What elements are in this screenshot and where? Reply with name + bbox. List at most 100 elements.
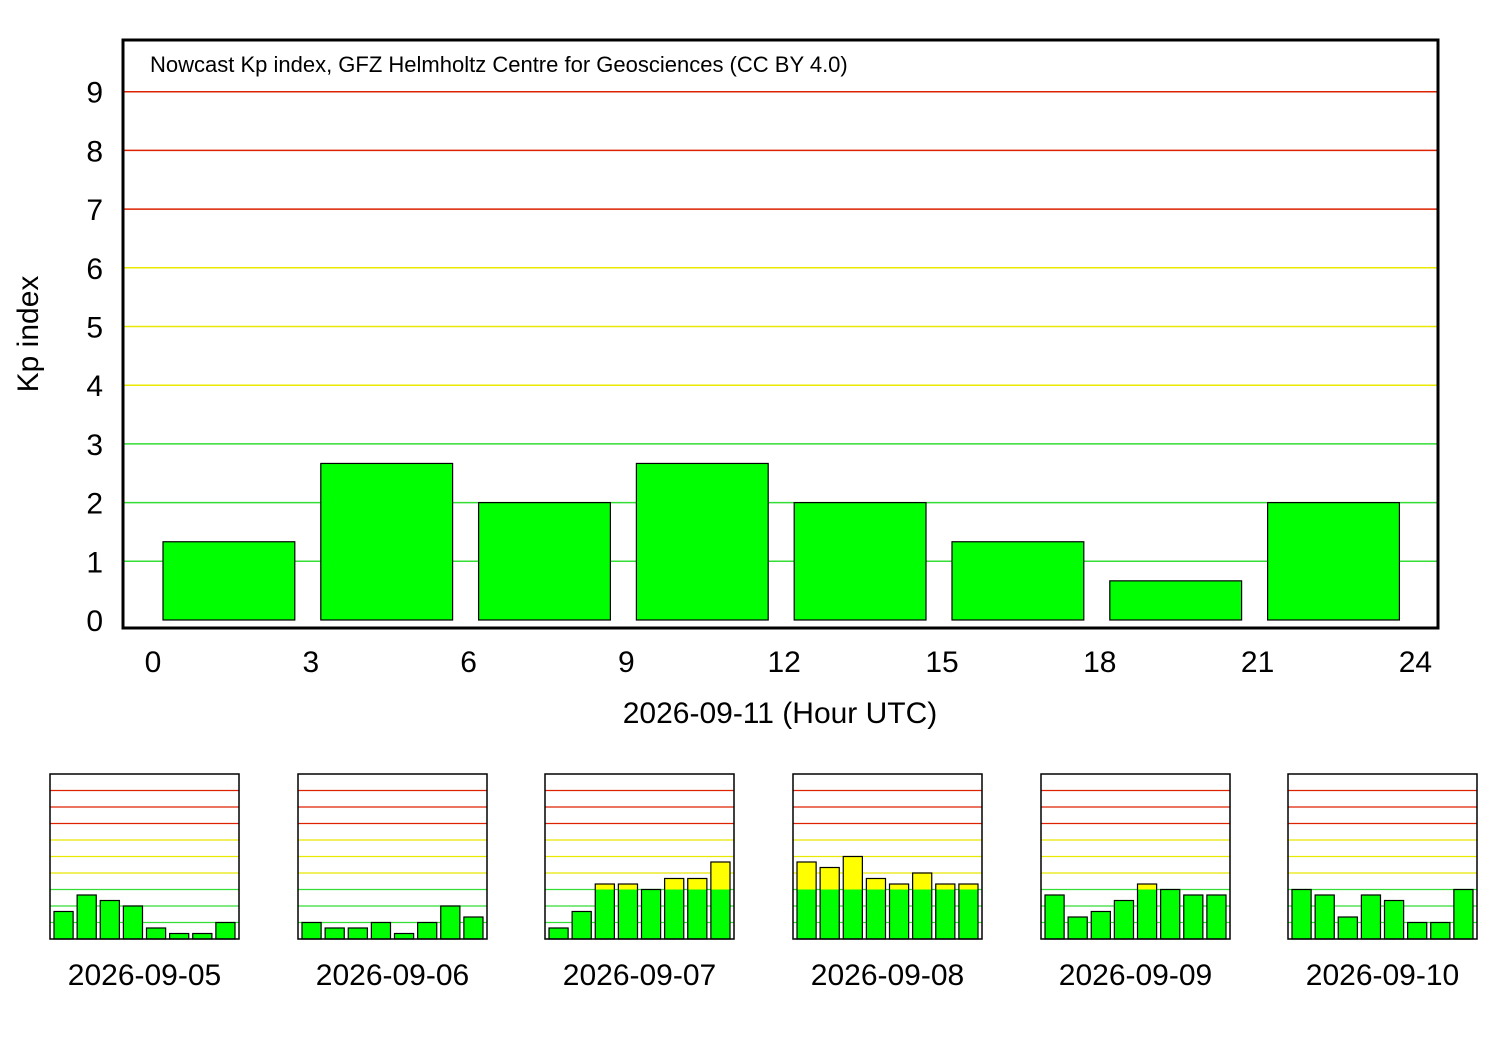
main-bar-3h-green-part bbox=[320, 463, 453, 620]
mini-plot-frame bbox=[792, 773, 983, 940]
y-tick-0: 0 bbox=[86, 605, 103, 638]
mini-bar-9h-green-part bbox=[866, 889, 886, 939]
mini-bar-0h bbox=[796, 861, 817, 940]
main-bar-3h bbox=[320, 462, 454, 621]
mini-bar-6h bbox=[99, 899, 120, 940]
mini-bar-21h-green-part bbox=[1206, 894, 1226, 939]
y-tick-9: 9 bbox=[86, 77, 103, 110]
mini-bar-21h bbox=[1453, 888, 1474, 940]
mini-bar-12h-green-part bbox=[394, 933, 414, 939]
mini-bar-6h-yellow-part bbox=[843, 856, 863, 890]
mini-bar-15h-green-part bbox=[1407, 922, 1427, 939]
x-tick-15: 15 bbox=[925, 646, 958, 679]
mini-bar-3h bbox=[76, 894, 97, 940]
mini-bar-12h-green-part bbox=[146, 927, 166, 939]
y-axis-title: Kp index bbox=[12, 276, 45, 393]
main-bar-9h bbox=[635, 462, 769, 621]
x-tick-6: 6 bbox=[460, 646, 477, 679]
mini-bar-18h-green-part bbox=[935, 889, 955, 939]
x-tick-3: 3 bbox=[302, 646, 319, 679]
mini-plot-frame bbox=[297, 773, 488, 940]
main-bars bbox=[162, 462, 1400, 621]
mini-bar-6h-green-part bbox=[348, 927, 368, 939]
y-tick-8: 8 bbox=[86, 135, 103, 168]
main-bar-21h-outline bbox=[1266, 502, 1400, 621]
mini-bar-9h bbox=[370, 921, 392, 940]
x-tick-labels: 0 3 6 9 12 15 18 21 24 bbox=[145, 646, 1432, 679]
mini-bar-21h-green-part bbox=[215, 922, 235, 939]
mini-bar-9h bbox=[122, 905, 144, 940]
mini-bar-9h bbox=[617, 883, 639, 940]
mini-bar-15h-yellow-part bbox=[912, 873, 932, 890]
mini-bar-12h bbox=[640, 888, 662, 940]
main-kp-chart: Nowcast Kp index, GFZ Helmholtz Centre f… bbox=[12, 38, 1440, 730]
mini-bar-6h bbox=[1337, 916, 1358, 940]
mini-bar-3h bbox=[1314, 894, 1335, 940]
mini-bar-18h-green-part bbox=[687, 889, 707, 939]
mini-bar-15h-green-part bbox=[664, 889, 684, 939]
mini-bar-3h bbox=[571, 910, 592, 940]
main-bar-15h-green-part bbox=[952, 541, 1084, 620]
mini-chart-date-label: 2026-09-09 bbox=[1059, 959, 1212, 992]
mini-bar-0h-green-part bbox=[1292, 889, 1312, 939]
x-tick-0: 0 bbox=[145, 646, 162, 679]
mini-chart-2026-09-09: 2026-09-09 bbox=[1040, 773, 1231, 992]
mini-bar-3h-green-part bbox=[572, 911, 592, 939]
main-bar-18h-green-part bbox=[1109, 580, 1242, 620]
mini-bar-21h-green-part bbox=[710, 889, 730, 939]
main-bar-6h bbox=[478, 502, 612, 621]
mini-bar-18h bbox=[440, 905, 461, 940]
mini-bar-18h bbox=[1430, 921, 1451, 940]
y-tick-3: 3 bbox=[86, 429, 103, 462]
mini-chart-date-label: 2026-09-07 bbox=[563, 959, 716, 992]
mini-bar-21h-green-part bbox=[958, 889, 978, 939]
mini-chart-date-label: 2026-09-06 bbox=[316, 959, 469, 992]
main-bar-12h-green-part bbox=[794, 502, 926, 620]
mini-bar-15h-yellow-part bbox=[664, 878, 684, 890]
mini-plot-frame bbox=[1040, 773, 1231, 940]
mini-chart-2026-09-07: 2026-09-07 bbox=[544, 773, 735, 992]
main-bar-0h-outline bbox=[162, 541, 296, 621]
chart-annotation: Nowcast Kp index, GFZ Helmholtz Centre f… bbox=[150, 52, 848, 77]
mini-bar-18h-green-part bbox=[192, 933, 212, 939]
y-tick-4: 4 bbox=[86, 370, 103, 403]
mini-bar-15h-green-part bbox=[417, 922, 437, 939]
mini-bar-12h bbox=[888, 883, 910, 940]
mini-bar-12h-yellow-part bbox=[1137, 884, 1157, 890]
main-bar-21h-green-part bbox=[1267, 502, 1400, 620]
mini-bar-12h bbox=[393, 932, 415, 940]
mini-bar-6h-green-part bbox=[843, 889, 863, 939]
mini-bar-9h-yellow-part bbox=[618, 884, 638, 890]
mini-bar-9h bbox=[865, 877, 887, 940]
mini-bar-3h-yellow-part bbox=[820, 867, 840, 890]
mini-bar-21h bbox=[958, 883, 979, 940]
mini-bar-12h bbox=[1136, 883, 1158, 940]
mini-bar-3h-green-part bbox=[77, 894, 97, 939]
mini-bar-15h bbox=[169, 932, 190, 940]
x-tick-21: 21 bbox=[1241, 646, 1274, 679]
mini-bar-12h bbox=[1383, 899, 1405, 940]
mini-bar-9h-green-part bbox=[123, 906, 143, 939]
mini-bar-18h-green-part bbox=[1430, 922, 1450, 939]
mini-bar-21h-green-part bbox=[463, 917, 483, 939]
mini-bar-6h-yellow-part bbox=[595, 884, 615, 890]
mini-bar-15h bbox=[664, 877, 685, 940]
mini-bar-15h-green-part bbox=[169, 933, 189, 939]
main-bar-9h-green-part bbox=[636, 463, 769, 620]
mini-bar-0h-green-part bbox=[1045, 894, 1065, 939]
mini-bar-21h bbox=[215, 921, 236, 940]
mini-bar-18h bbox=[935, 883, 956, 940]
y-tick-5: 5 bbox=[86, 312, 103, 345]
main-bar-12h-outline bbox=[793, 502, 927, 621]
x-tick-24: 24 bbox=[1399, 646, 1432, 679]
mini-bar-15h-green-part bbox=[912, 889, 932, 939]
main-bar-6h-outline bbox=[478, 502, 612, 621]
mini-bar-21h bbox=[463, 916, 484, 940]
mini-bar-9h-green-part bbox=[1361, 894, 1381, 939]
mini-bar-18h bbox=[192, 932, 213, 940]
mini-bar-12h-green-part bbox=[1137, 889, 1157, 939]
mini-chart-date-label: 2026-09-10 bbox=[1306, 959, 1459, 992]
mini-bar-0h-yellow-part bbox=[797, 861, 817, 890]
mini-chart-2026-09-05: 2026-09-05 bbox=[49, 773, 240, 992]
mini-bar-12h-green-part bbox=[641, 889, 661, 939]
